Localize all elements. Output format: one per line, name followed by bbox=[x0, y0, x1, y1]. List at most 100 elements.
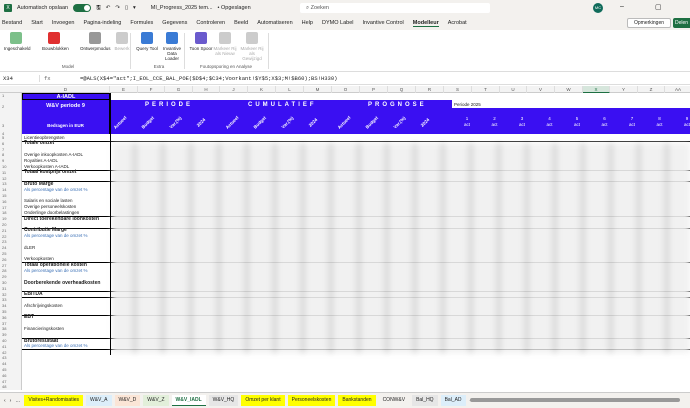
row-header[interactable]: 13 bbox=[2, 181, 7, 187]
entity-cell[interactable]: A-IADL bbox=[22, 93, 110, 100]
sheet-tab[interactable]: Personeelskosten bbox=[287, 395, 336, 406]
row-header[interactable]: 21 bbox=[2, 227, 7, 233]
row-header[interactable]: 2 bbox=[2, 104, 5, 109]
row-header[interactable]: 41 bbox=[2, 343, 7, 349]
row-header[interactable]: 39 bbox=[2, 332, 7, 338]
column-header[interactable]: K bbox=[248, 86, 276, 93]
row-header[interactable]: 12 bbox=[2, 175, 7, 181]
row-header[interactable]: 14 bbox=[2, 187, 7, 193]
row-header[interactable]: 8 bbox=[2, 152, 5, 158]
ribbon-button[interactable]: Toon Spoor bbox=[189, 32, 213, 51]
row-header[interactable]: 46 bbox=[2, 372, 7, 378]
row-label[interactable]: Contributie Marge bbox=[24, 227, 67, 234]
column-header[interactable]: S bbox=[444, 86, 472, 93]
row-label[interactable]: Royalties A-IADL bbox=[24, 157, 59, 163]
ribbon-button[interactable]: Query Tool bbox=[135, 32, 159, 51]
row-header[interactable]: 48 bbox=[2, 384, 7, 390]
row-label[interactable]: Totaal operationele kosten bbox=[24, 262, 87, 269]
column-header[interactable]: W bbox=[555, 86, 583, 93]
ribbon-button[interactable]: Ontwerpmodus bbox=[80, 32, 111, 51]
sheet-tab[interactable]: W&V_HQ bbox=[208, 395, 239, 406]
row-header[interactable]: 25 bbox=[2, 251, 7, 256]
column-header[interactable]: D bbox=[22, 86, 110, 93]
row-header[interactable]: 3 bbox=[2, 123, 5, 128]
row-header[interactable]: 32 bbox=[2, 291, 7, 297]
column-header[interactable]: H bbox=[193, 86, 220, 93]
row-header[interactable]: 47 bbox=[2, 378, 7, 384]
row-label[interactable]: Verkoopkosten bbox=[24, 256, 54, 262]
row-label[interactable]: Bruto Marge bbox=[24, 180, 54, 187]
sheet-tab[interactable]: W&V_IADL bbox=[171, 395, 206, 406]
menu-tab[interactable]: Pagina-indeling bbox=[83, 20, 122, 26]
row-label[interactable]: Doorberekende overheadkosten bbox=[24, 279, 101, 286]
column-header[interactable]: L bbox=[276, 86, 304, 93]
redo-icon[interactable]: ↷ bbox=[115, 5, 120, 11]
new-file-icon[interactable]: ▯ bbox=[124, 5, 128, 11]
column-header[interactable]: R bbox=[416, 86, 444, 93]
row-header[interactable]: 24 bbox=[2, 245, 7, 251]
menu-tab[interactable]: Modelleur bbox=[412, 19, 439, 27]
row-header[interactable]: 11 bbox=[2, 169, 7, 175]
row-header[interactable]: 22 bbox=[2, 233, 7, 239]
ribbon-button[interactable]: Markeer Rij als Nieuw bbox=[213, 32, 237, 56]
search-input[interactable]: ⌕ Zoeken bbox=[300, 3, 490, 13]
row-header[interactable]: 37 bbox=[2, 320, 7, 326]
row-label[interactable]: dLER bbox=[24, 244, 36, 250]
row-header[interactable]: 38 bbox=[2, 326, 7, 332]
row-label[interactable]: Als percentage van de omzet % bbox=[24, 186, 88, 192]
undo-icon[interactable]: ↶ bbox=[105, 5, 111, 11]
row-header[interactable]: 27 bbox=[2, 262, 7, 268]
row-label[interactable]: Totale omzet bbox=[24, 140, 55, 147]
row-label[interactable]: EBITDA bbox=[24, 291, 43, 298]
menu-tab[interactable]: Invantive Control bbox=[362, 20, 404, 26]
row-header[interactable]: 23 bbox=[2, 239, 7, 245]
row-header[interactable]: 45 bbox=[2, 367, 7, 372]
sheet-tab[interactable]: Bal_HQ bbox=[412, 395, 438, 406]
column-header[interactable]: P bbox=[360, 86, 388, 93]
column-header[interactable]: Y bbox=[610, 86, 638, 93]
ribbon-button[interactable]: Ingeschakeld bbox=[4, 32, 31, 51]
share-button[interactable]: Delen bbox=[673, 18, 690, 28]
row-header[interactable]: 31 bbox=[2, 285, 7, 291]
row-header[interactable]: 43 bbox=[2, 355, 7, 361]
menu-tab[interactable]: Controleren bbox=[196, 20, 226, 26]
sheet-tab[interactable]: CONW&V bbox=[378, 395, 410, 406]
row-label[interactable]: Verkoopkosten A-IADL bbox=[24, 163, 70, 169]
row-header[interactable]: 6 bbox=[2, 140, 5, 146]
menu-tab[interactable]: Invoegen bbox=[51, 20, 75, 26]
row-label[interactable]: Licentieopbrengsten bbox=[24, 134, 65, 140]
row-header[interactable]: 40 bbox=[2, 338, 7, 343]
row-label[interactable]: Direct toerekenbare loonkosten bbox=[24, 215, 100, 222]
row-label[interactable]: Financieringskosten bbox=[24, 325, 65, 331]
row-header[interactable]: 19 bbox=[2, 216, 7, 222]
menu-tab[interactable]: Bestand bbox=[2, 20, 23, 26]
avatar[interactable]: MC bbox=[593, 3, 603, 13]
column-header[interactable]: M bbox=[304, 86, 332, 93]
menu-tab[interactable]: Start bbox=[31, 20, 43, 26]
sheet-tab[interactable]: W&V_D bbox=[114, 395, 141, 406]
row-label[interactable]: Brutoresultaat bbox=[24, 337, 59, 344]
row-header[interactable]: 10 bbox=[2, 164, 7, 169]
ribbon-button[interactable]: Bouwblokken bbox=[42, 32, 69, 51]
row-header[interactable]: 9 bbox=[2, 158, 5, 164]
row-label[interactable]: Overige inkoopkosten A-IADL bbox=[24, 151, 84, 157]
menu-tab[interactable]: Gegevens bbox=[162, 20, 188, 26]
menu-tab[interactable]: Help bbox=[301, 20, 313, 26]
name-box[interactable]: X34 bbox=[0, 75, 40, 82]
next-sheet-icon[interactable]: › bbox=[9, 397, 12, 404]
row-header[interactable]: 1 bbox=[2, 93, 5, 98]
row-label[interactable]: Als percentage van de omzet % bbox=[24, 267, 88, 273]
row-header[interactable]: 26 bbox=[2, 256, 7, 262]
formula-input[interactable]: =@ALS(X$4="act";I_EOL_CCE_BAL_POE($D$4;$… bbox=[80, 75, 338, 82]
maximize-icon[interactable]: ▢ bbox=[655, 4, 662, 11]
row-header[interactable]: 36 bbox=[2, 314, 7, 320]
fx-icon[interactable]: fx bbox=[44, 75, 51, 82]
row-header[interactable]: 35 bbox=[2, 309, 7, 314]
row-header[interactable]: 7 bbox=[2, 146, 5, 152]
column-header[interactable]: O bbox=[332, 86, 360, 93]
menu-tab[interactable]: DYMO Label bbox=[321, 20, 354, 26]
row-label[interactable]: EBT bbox=[24, 314, 34, 321]
row-label[interactable]: Als percentage van de omzet % bbox=[24, 343, 88, 349]
ribbon-button[interactable]: Markeer Rij als Gewijzigd bbox=[240, 32, 264, 61]
row-label[interactable]: Afschrijvingskosten bbox=[24, 302, 63, 308]
